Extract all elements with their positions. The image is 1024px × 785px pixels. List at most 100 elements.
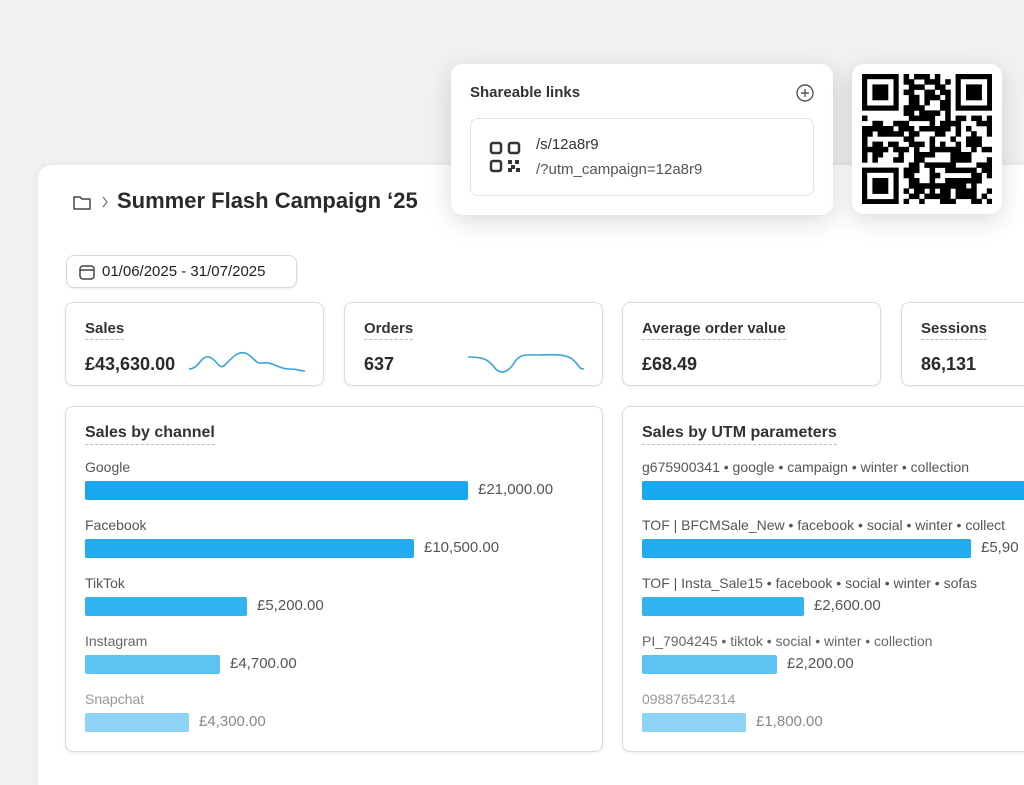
qr-module [924,193,930,200]
metric-label: Orders [364,320,414,340]
metric-value: 637 [364,354,395,374]
qr-module [924,74,930,80]
bar [642,655,777,674]
qr-module [971,141,977,148]
qr-module [950,157,956,163]
qr-module [882,131,889,137]
qr-module [940,84,946,90]
qr-module [929,89,936,96]
chevron-icon [102,196,108,208]
qr-module [940,162,946,168]
qr-module [986,131,992,137]
qr-module [862,115,868,122]
qr-module [914,115,920,122]
qr-module [872,120,878,127]
qr-module [929,146,936,153]
qr-module [898,126,904,132]
link-box[interactable]: /s/12a8r9 /?utm_campaign=12a8r9 [470,118,814,196]
folder-icon [73,196,91,210]
row-label: PI_7904245 • tiktok • social • winter • … [642,633,933,649]
row-value: £21,000.00 [478,481,554,498]
qr-module [971,131,977,137]
sales-by-channel-card: Sales by channel Google £21,000.00 Facebook… [65,406,603,752]
row-label: Google [85,459,131,475]
qr-module [882,146,889,153]
qr-module [976,120,982,127]
qr-module [903,74,910,80]
qr-module [903,167,910,174]
qr-module [872,84,889,101]
qr-module [986,146,992,153]
qr-module [914,141,920,148]
qr-icon [489,141,521,173]
qr-module [955,126,962,132]
qr-module [893,120,899,127]
qr-module [960,152,967,158]
qr-module [955,115,962,122]
qr-module [981,167,988,174]
page: {"campaign_title":"Summer Flash Campaign… [38,64,1024,785]
qr-module [955,141,962,148]
qr-module [986,167,992,174]
qr-module [908,110,915,116]
qr-module [908,89,915,96]
qr-module [934,74,941,80]
qr-module [862,152,868,158]
qr-module [986,198,992,204]
metric-value: £68.49 [642,354,698,374]
qr-module [986,157,992,163]
qr-module [940,188,946,194]
qr-module [867,126,873,132]
qr-module [966,126,972,132]
qr-module [981,162,988,168]
qr-module [940,193,946,200]
qr-module [960,188,967,194]
row-label: Instagram [85,633,148,649]
qr-module [898,131,904,137]
qr-module [986,126,992,132]
qr-module [945,178,951,184]
qr-module [934,193,941,200]
sparkline [189,351,306,372]
qr-module [914,188,920,194]
qr-module [971,183,977,189]
bar [642,539,971,558]
qr-module [940,100,946,106]
qr-module [929,167,936,174]
qr-module [940,105,946,111]
qr-module [903,188,910,194]
qr-module [903,126,910,132]
qr-module [955,178,962,184]
qr-module [945,193,951,200]
qr-module [960,183,967,189]
qr-module [862,146,868,153]
qr-module [976,115,982,122]
bar [85,655,220,674]
qr-module [966,188,972,194]
qr-module [929,126,936,132]
row-value: £5,200.00 [257,597,324,614]
row-value: £2,200.00 [787,655,854,672]
qr-module [971,172,977,179]
qr-module [919,84,925,90]
qr-module [934,162,941,168]
card-title: Sales by UTM parameters [642,424,837,445]
qr-module [924,183,930,189]
qr-module [929,136,936,142]
qr-module [934,94,941,101]
qr-module [914,162,920,168]
qr-module [976,198,982,204]
qr-module [955,157,962,163]
qr-module [934,183,941,189]
qr-module [908,126,915,132]
add-button[interactable] [795,83,815,103]
qr-module [924,152,930,158]
row-value: £2,600.00 [814,597,881,614]
qr-module [929,115,936,122]
qr-module [934,84,941,90]
qr-module [986,115,992,122]
qr-module [914,193,920,200]
row-label: TOF | BFCMSale_New • facebook • social •… [642,517,1005,533]
date-range-button[interactable]: 01/06/2025 - 31/07/2025 [66,255,297,288]
qr-module [929,152,936,158]
